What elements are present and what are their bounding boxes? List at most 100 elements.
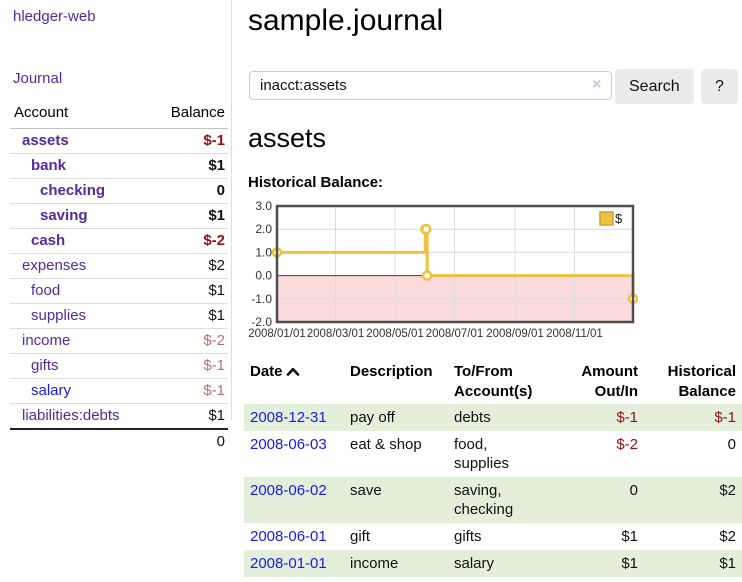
historical-balance-chart: $3.0 2.0 1.0 0.0 -1.0 -2.0 2008/01/01 2008/03/0… bbox=[244, 199, 640, 342]
search-button[interactable]: Search bbox=[615, 69, 694, 104]
account-link[interactable]: supplies bbox=[31, 307, 87, 324]
register-header-balance-line2: Balance bbox=[678, 383, 736, 400]
accounts-table: Account Balance assets $-1 bank $1 check… bbox=[10, 100, 228, 454]
transaction-amount: $1 bbox=[621, 555, 638, 572]
sort-ascending-icon bbox=[286, 367, 299, 376]
transaction-amount: $1 bbox=[621, 528, 638, 545]
svg-text:-2.0: -2.0 bbox=[251, 315, 272, 329]
account-link[interactable]: food bbox=[31, 282, 61, 299]
clear-search-icon[interactable]: × bbox=[592, 76, 602, 93]
account-row: salary $-1 bbox=[10, 378, 228, 404]
accounts-column-header: Account bbox=[10, 100, 152, 129]
transaction-description: eat & shop bbox=[350, 436, 422, 453]
register-header-date-label: Date bbox=[250, 363, 283, 380]
register-table: Date Description To/From Account(s) Amou… bbox=[244, 360, 742, 577]
account-link[interactable]: gifts bbox=[31, 357, 59, 374]
account-heading: assets bbox=[248, 123, 327, 153]
register-header-date[interactable]: Date bbox=[244, 360, 344, 404]
register-header-accounts: To/From Account(s) bbox=[448, 360, 550, 404]
account-link[interactable]: expenses bbox=[22, 257, 87, 274]
transaction-balance: $1 bbox=[719, 555, 736, 572]
svg-text:-1.0: -1.0 bbox=[251, 292, 272, 306]
transaction-date-link[interactable]: 2008-06-02 bbox=[250, 482, 327, 499]
svg-text:$: $ bbox=[615, 211, 623, 226]
transaction-description: save bbox=[350, 482, 382, 499]
svg-text:0.0: 0.0 bbox=[255, 269, 272, 283]
account-balance: $1 bbox=[151, 278, 228, 304]
transaction-accounts: food, supplies bbox=[454, 436, 510, 472]
account-link[interactable]: cash bbox=[31, 232, 66, 249]
transaction-date-link[interactable]: 2008-01-01 bbox=[250, 555, 327, 572]
account-row: bank $1 bbox=[10, 153, 228, 179]
register-header-amount-line1: Amount bbox=[581, 363, 638, 380]
transaction-balance: $2 bbox=[719, 482, 736, 499]
account-row: checking 0 bbox=[10, 178, 228, 204]
search-input[interactable] bbox=[249, 71, 612, 100]
page-title: sample.journal bbox=[248, 4, 444, 37]
transaction-balance: $-1 bbox=[714, 409, 736, 426]
chart-title: Historical Balance: bbox=[248, 174, 384, 191]
transaction-date-link[interactable]: 2008-06-03 bbox=[250, 436, 327, 453]
account-balance: $-1 bbox=[151, 378, 228, 404]
account-link[interactable]: bank bbox=[31, 157, 67, 174]
svg-text:2008/03/01: 2008/03/01 bbox=[307, 328, 365, 340]
register-row: 2008-06-02 save saving, checking 0 $2 bbox=[244, 477, 742, 523]
account-link[interactable]: checking bbox=[40, 182, 106, 199]
account-link[interactable]: saving bbox=[40, 207, 88, 224]
account-balance: $2 bbox=[151, 253, 228, 279]
register-header-accounts-line2: Account(s) bbox=[454, 383, 533, 400]
account-row: supplies $1 bbox=[10, 303, 228, 329]
accounts-header-row: Account Balance bbox=[10, 100, 228, 129]
svg-text:2008/11/01: 2008/11/01 bbox=[546, 328, 603, 340]
transaction-accounts: gifts bbox=[454, 528, 482, 545]
transaction-date-link[interactable]: 2008-12-31 bbox=[250, 409, 327, 426]
accounts-total-spacer bbox=[10, 428, 152, 454]
register-header-amount: Amount Out/In bbox=[550, 360, 644, 404]
transaction-accounts: salary bbox=[454, 555, 495, 572]
transaction-amount: 0 bbox=[629, 482, 638, 499]
account-link[interactable]: salary bbox=[31, 382, 72, 399]
transaction-accounts: saving, checking bbox=[454, 482, 514, 518]
account-row: food $1 bbox=[10, 278, 228, 304]
account-row: assets $-1 bbox=[10, 128, 228, 154]
account-link[interactable]: income bbox=[22, 332, 71, 349]
svg-text:2008/07/01: 2008/07/01 bbox=[426, 328, 484, 340]
register-row: 2008-06-03 eat & shop food, supplies $-2… bbox=[244, 431, 742, 477]
transaction-accounts: debts bbox=[454, 409, 491, 426]
svg-text:2008/09/01: 2008/09/01 bbox=[486, 328, 544, 340]
register-row: 2008-01-01 income salary $1 $1 bbox=[244, 550, 742, 577]
transaction-balance: 0 bbox=[727, 436, 736, 453]
app-brand-link[interactable]: hledger-web bbox=[13, 8, 96, 25]
account-balance: $1 bbox=[151, 303, 228, 329]
account-balance: $1 bbox=[151, 403, 228, 430]
svg-text:2008/05/01: 2008/05/01 bbox=[366, 328, 424, 340]
register-header-balance: Historical Balance bbox=[644, 360, 742, 404]
account-balance: $-2 bbox=[151, 228, 228, 254]
account-balance: $1 bbox=[151, 153, 228, 179]
help-button[interactable]: ? bbox=[701, 69, 738, 104]
accounts-total-value: 0 bbox=[151, 428, 228, 454]
account-row: liabilities:debts $1 bbox=[10, 403, 228, 430]
account-row: cash $-2 bbox=[10, 228, 228, 254]
transaction-description: pay off bbox=[350, 409, 395, 426]
register-header-description: Description bbox=[350, 363, 433, 380]
account-balance: $-2 bbox=[151, 328, 228, 354]
register-header-accounts-line1: To/From bbox=[454, 363, 513, 380]
transaction-amount: $-2 bbox=[616, 436, 638, 453]
account-row: expenses $2 bbox=[10, 253, 228, 279]
account-balance: $-1 bbox=[151, 128, 228, 154]
account-balance: $1 bbox=[151, 203, 228, 229]
account-row: income $-2 bbox=[10, 328, 228, 354]
account-link[interactable]: liabilities:debts bbox=[22, 407, 120, 424]
transaction-description: income bbox=[350, 555, 399, 572]
main-content: sample.journal × Search ? assets Histori… bbox=[244, 0, 742, 582]
account-link[interactable]: assets bbox=[22, 132, 69, 149]
register-table-body: 2008-12-31 pay off debts $-1 $-1 2008-06… bbox=[244, 404, 742, 577]
balance-column-header: Balance bbox=[151, 100, 228, 129]
svg-text:2008/01/01: 2008/01/01 bbox=[248, 328, 306, 340]
sidebar-item-journal[interactable]: Journal bbox=[13, 70, 63, 87]
transaction-date-link[interactable]: 2008-06-01 bbox=[250, 528, 327, 545]
account-row: saving $1 bbox=[10, 203, 228, 229]
sidebar: hledger-web Journal Account Balance asse… bbox=[0, 0, 232, 582]
